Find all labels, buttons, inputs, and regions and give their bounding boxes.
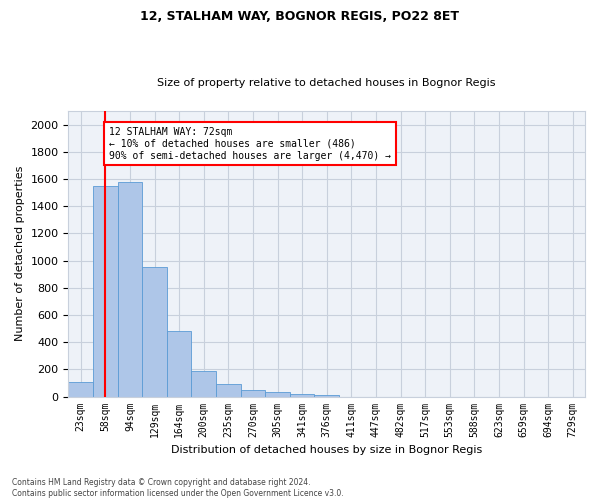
- Text: 12, STALHAM WAY, BOGNOR REGIS, PO22 8ET: 12, STALHAM WAY, BOGNOR REGIS, PO22 8ET: [140, 10, 460, 23]
- X-axis label: Distribution of detached houses by size in Bognor Regis: Distribution of detached houses by size …: [171, 445, 482, 455]
- Bar: [265, 392, 290, 396]
- Bar: [118, 182, 142, 396]
- Title: Size of property relative to detached houses in Bognor Regis: Size of property relative to detached ho…: [157, 78, 496, 88]
- Bar: [290, 394, 314, 396]
- Bar: [167, 330, 191, 396]
- Bar: [314, 394, 339, 396]
- Text: Contains HM Land Registry data © Crown copyright and database right 2024.
Contai: Contains HM Land Registry data © Crown c…: [12, 478, 344, 498]
- Y-axis label: Number of detached properties: Number of detached properties: [15, 166, 25, 342]
- Bar: [93, 186, 118, 396]
- Bar: [191, 370, 216, 396]
- Bar: [241, 390, 265, 396]
- Bar: [216, 384, 241, 396]
- Bar: [142, 268, 167, 396]
- Text: 12 STALHAM WAY: 72sqm
← 10% of detached houses are smaller (486)
90% of semi-det: 12 STALHAM WAY: 72sqm ← 10% of detached …: [109, 128, 391, 160]
- Bar: [68, 382, 93, 396]
